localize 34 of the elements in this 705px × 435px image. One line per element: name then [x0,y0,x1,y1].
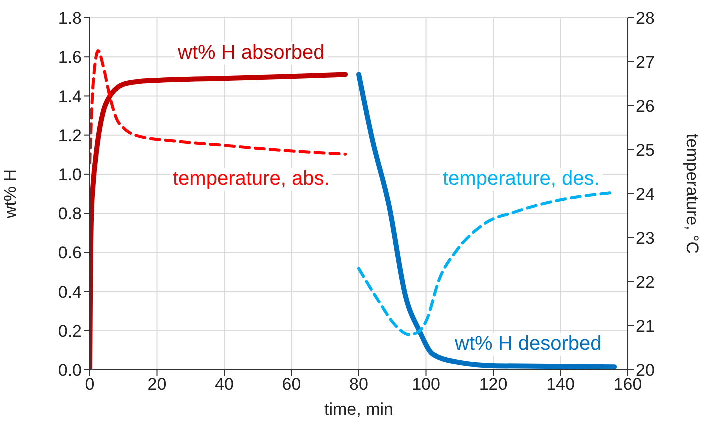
series-label: wt% H desorbed [452,333,605,356]
series-label: temperature, des. [440,168,603,191]
series-label: temperature, abs. [170,168,333,191]
x-tick-label: 100 [412,375,440,394]
x-tick-label: 120 [479,375,508,394]
y-tick-label: 0.0 [58,361,82,380]
y2-tick-label: 21 [636,317,655,336]
x-tick-label: 40 [215,375,234,394]
series-label: wt% H absorbed [175,42,328,65]
y-tick-label: 1.6 [58,48,82,68]
y-tick-label: 0.6 [58,244,82,263]
y2-axis-title: temperature, °C [682,134,702,254]
x-tick-label: 0 [85,375,95,394]
x-tick-label: 160 [614,375,642,394]
y2-tick-label: 26 [636,97,655,116]
y2-tick-label: 27 [636,53,655,72]
x-tick-label: 60 [282,375,302,394]
y2-tick-label: 23 [636,229,655,248]
y2-tick-label: 25 [636,141,655,160]
y2-tick-label: 24 [636,185,655,204]
x-tick-label: 80 [350,375,368,394]
y2-tick-label: 22 [636,273,655,292]
y-tick-label: 1.4 [58,87,82,106]
x-axis-title: time, min [324,400,394,419]
y-axis-title: wt% H [1,169,20,220]
x-tick-label: 140 [546,375,575,394]
x-tick-label: 20 [148,375,167,394]
y-tick-label: 0.8 [58,204,82,224]
y-tick-label: 0.4 [58,282,82,302]
y-tick-label: 0.2 [58,322,82,341]
y-tick-label: 1.8 [58,9,82,28]
y-tick-label: 1.2 [58,126,82,146]
y2-tick-label: 28 [636,9,655,28]
y-tick-label: 1.0 [58,165,82,184]
